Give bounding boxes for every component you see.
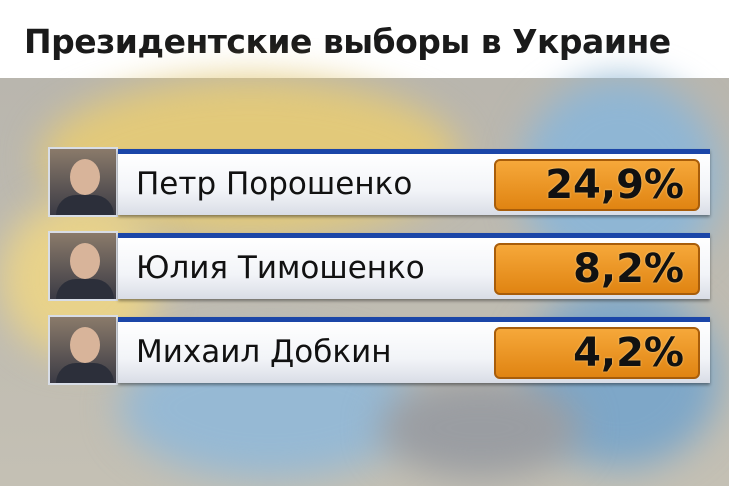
photo-body xyxy=(56,195,114,215)
candidate-row: Петр Порошенко 24,9% xyxy=(48,147,710,217)
candidate-name: Михаил Добкин xyxy=(136,334,392,370)
chart-title: Президентские выборы в Украине xyxy=(24,22,671,61)
value-box: 8,2% xyxy=(494,243,700,295)
value-label: 24,9% xyxy=(545,162,684,208)
photo-face xyxy=(70,159,100,195)
photo-face xyxy=(70,327,100,363)
photo-body xyxy=(56,279,114,299)
value-box: 24,9% xyxy=(494,159,700,211)
value-box: 4,2% xyxy=(494,327,700,379)
candidate-name: Юлия Тимошенко xyxy=(136,250,425,286)
value-label: 8,2% xyxy=(573,246,684,292)
photo-body xyxy=(56,363,114,383)
candidate-photo xyxy=(48,147,118,217)
candidate-row: Михаил Добкин 4,2% xyxy=(48,315,710,385)
photo-face xyxy=(70,243,100,279)
candidate-photo xyxy=(48,231,118,301)
result-bar: Юлия Тимошенко 8,2% xyxy=(118,233,710,299)
result-bar: Михаил Добкин 4,2% xyxy=(118,317,710,383)
result-bar: Петр Порошенко 24,9% xyxy=(118,149,710,215)
candidate-photo xyxy=(48,315,118,385)
candidate-name: Петр Порошенко xyxy=(136,166,413,202)
value-label: 4,2% xyxy=(573,330,684,376)
candidate-row: Юлия Тимошенко 8,2% xyxy=(48,231,710,301)
